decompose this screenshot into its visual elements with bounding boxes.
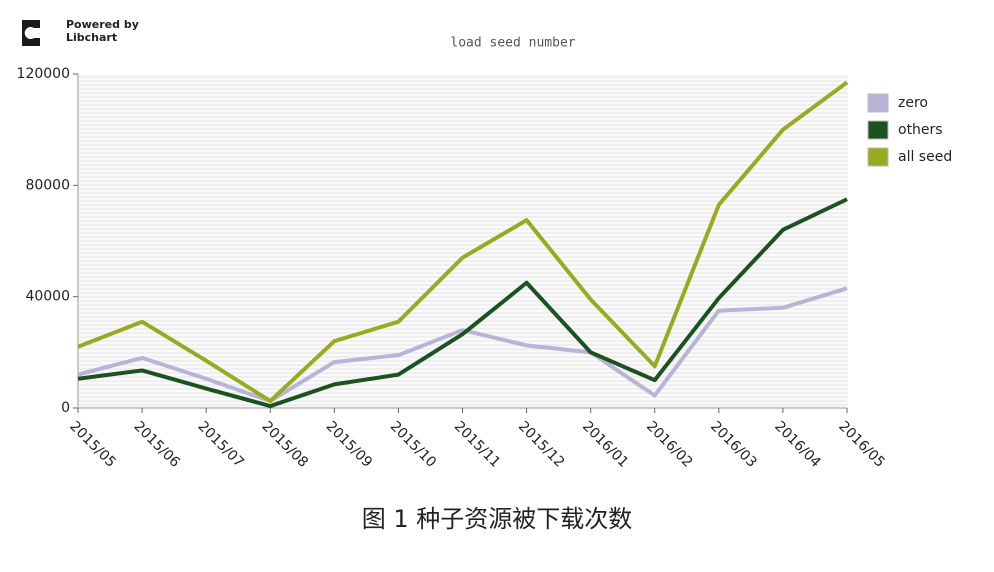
y-tick-label: 120000: [17, 66, 70, 82]
series-line: [77, 286, 848, 404]
x-tick-label: 2015/12: [515, 418, 567, 470]
x-tick-label: 2015/11: [451, 418, 503, 470]
plot-area: [78, 74, 848, 408]
y-tick-label: 40000: [25, 289, 70, 305]
x-tick-label: 2016/03: [707, 418, 759, 470]
series-line: [77, 80, 849, 404]
y-tick-label: 80000: [25, 177, 70, 193]
legend-swatch: [867, 93, 889, 113]
x-tick-label: 2015/08: [259, 418, 311, 470]
logo-icon: [22, 20, 40, 46]
logo-text: Libchart: [66, 31, 117, 44]
x-tick-label: 2016/02: [643, 418, 695, 470]
logo-text: Powered by: [66, 18, 139, 31]
x-tick-label: 2015/09: [323, 418, 375, 470]
x-tick-label: 2015/10: [387, 418, 439, 470]
x-tick-label: 2015/05: [66, 418, 118, 470]
legend-label: zero: [898, 95, 928, 111]
legend-swatch: [867, 147, 889, 167]
y-tick-label: 0: [61, 400, 70, 416]
x-tick-label: 2016/01: [579, 418, 631, 470]
x-tick-label: 2015/06: [130, 418, 183, 471]
caption: 图 1 种子资源被下载次数: [362, 505, 633, 533]
legend-label: all seed: [898, 149, 952, 165]
series-line: [77, 197, 848, 409]
x-tick-label: 2016/05: [835, 418, 887, 470]
x-tick-label: 2015/07: [195, 418, 247, 470]
chart-title: load seed number: [450, 36, 575, 51]
x-tick-label: 2016/04: [771, 418, 824, 471]
legend-label: others: [898, 122, 943, 138]
legend-swatch: [867, 120, 889, 140]
